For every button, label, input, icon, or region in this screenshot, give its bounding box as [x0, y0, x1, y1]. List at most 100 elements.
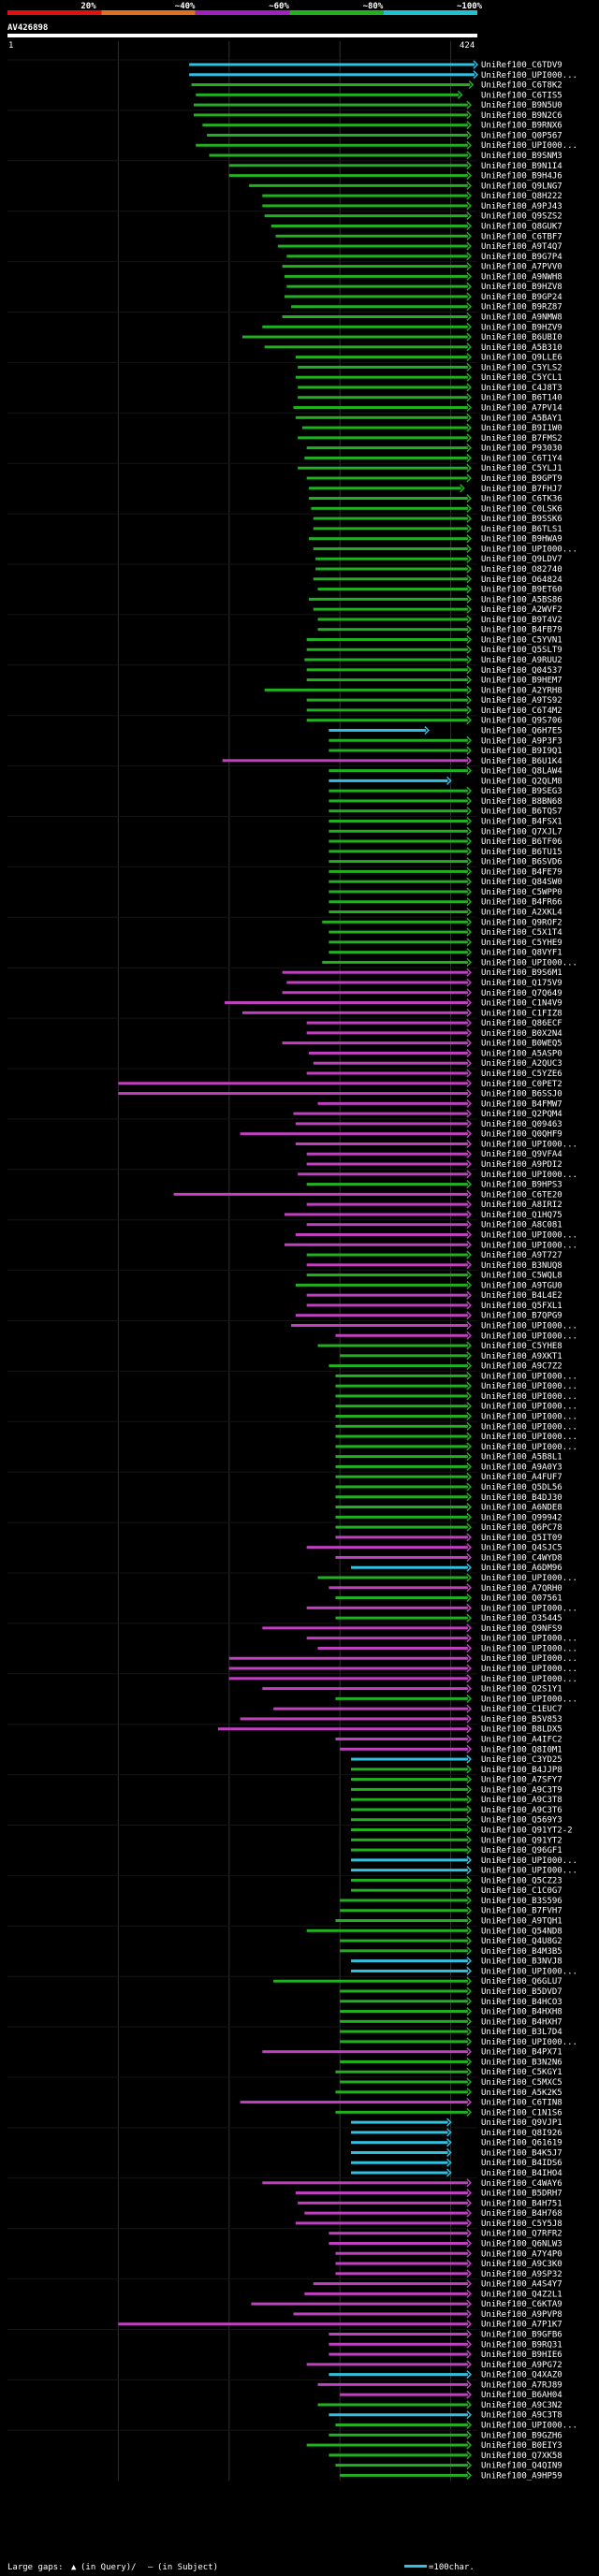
hit-bar[interactable]: [262, 194, 468, 197]
hit-bar[interactable]: [295, 2221, 468, 2225]
hit-label[interactable]: UniRef100_A9XKT1: [481, 1352, 562, 1361]
hit-bar[interactable]: [295, 1283, 468, 1287]
hit-bar[interactable]: [351, 1565, 468, 1569]
hit-label[interactable]: UniRef100_B6SVD6: [481, 858, 562, 867]
hit-label[interactable]: UniRef100_B9GZH6: [481, 2431, 562, 2440]
hit-label[interactable]: UniRef100_C5WPP0: [481, 888, 562, 897]
hit-bar[interactable]: [317, 2403, 468, 2407]
hit-label[interactable]: UniRef100_B4DJ30: [481, 1493, 562, 1503]
hit-label[interactable]: UniRef100_B9HZV9: [481, 323, 562, 332]
hit-label[interactable]: UniRef100_B6TF06: [481, 837, 562, 847]
hit-label[interactable]: UniRef100_C6KTA9: [481, 2300, 562, 2309]
hit-bar[interactable]: [304, 456, 468, 459]
hit-bar[interactable]: [273, 1707, 468, 1710]
hit-bar[interactable]: [298, 396, 468, 400]
hit-bar[interactable]: [329, 2373, 468, 2377]
hit-label[interactable]: UniRef100_A9NWH8: [481, 272, 562, 282]
hit-bar[interactable]: [264, 345, 468, 349]
hit-bar[interactable]: [262, 325, 468, 328]
hit-label[interactable]: UniRef100_Q175V9: [481, 979, 562, 988]
hit-label[interactable]: UniRef100_UPI000...: [481, 1422, 577, 1432]
hit-bar[interactable]: [262, 2050, 468, 2054]
hit-label[interactable]: UniRef100_Q9ROF2: [481, 918, 562, 927]
hit-bar[interactable]: [228, 1656, 468, 1660]
hit-bar[interactable]: [340, 1909, 468, 1913]
hit-label[interactable]: UniRef100_C6TK36: [481, 495, 562, 504]
hit-label[interactable]: UniRef100_A9C3N2: [481, 2401, 562, 2410]
hit-bar[interactable]: [249, 183, 468, 187]
hit-bar[interactable]: [306, 1263, 468, 1267]
hit-label[interactable]: UniRef100_B9GP24: [481, 293, 562, 302]
hit-label[interactable]: UniRef100_C0PET2: [481, 1080, 562, 1089]
hit-bar[interactable]: [298, 466, 468, 470]
hit-label[interactable]: UniRef100_B9I9Q1: [481, 747, 562, 756]
hit-label[interactable]: UniRef100_A9TQH1: [481, 1917, 562, 1927]
hit-label[interactable]: UniRef100_C5YLS2: [481, 363, 562, 372]
hit-bar[interactable]: [329, 779, 448, 782]
hit-bar[interactable]: [340, 2393, 468, 2396]
hit-bar[interactable]: [306, 1293, 468, 1297]
hit-label[interactable]: UniRef100_C6TE20: [481, 1190, 562, 1200]
hit-bar[interactable]: [284, 295, 468, 298]
hit-bar[interactable]: [293, 2312, 468, 2316]
hit-label[interactable]: UniRef100_C4WYD8: [481, 1553, 562, 1563]
hit-label[interactable]: UniRef100_UPI000...: [481, 1241, 577, 1250]
hit-bar[interactable]: [262, 204, 468, 208]
hit-bar[interactable]: [335, 1434, 468, 1438]
hit-label[interactable]: UniRef100_C0LSK6: [481, 504, 562, 514]
hit-label[interactable]: UniRef100_O35445: [481, 1614, 562, 1623]
hit-bar[interactable]: [228, 1677, 468, 1681]
hit-label[interactable]: UniRef100_Q91YT2: [481, 1836, 562, 1845]
hit-bar[interactable]: [329, 2232, 468, 2235]
hit-label[interactable]: UniRef100_Q0P567: [481, 131, 562, 140]
hit-label[interactable]: UniRef100_Q4U8G2: [481, 1937, 562, 1946]
hit-bar[interactable]: [351, 1838, 468, 1841]
hit-bar[interactable]: [329, 930, 468, 934]
hit-bar[interactable]: [329, 839, 468, 843]
hit-bar[interactable]: [242, 335, 468, 339]
hit-bar[interactable]: [329, 728, 426, 732]
hit-label[interactable]: UniRef100_B0WEQ5: [481, 1040, 562, 1049]
hit-bar[interactable]: [196, 143, 468, 147]
hit-bar[interactable]: [351, 1888, 468, 1892]
hit-bar[interactable]: [335, 1525, 468, 1529]
hit-bar[interactable]: [329, 749, 468, 752]
hit-bar[interactable]: [295, 2191, 468, 2195]
hit-bar[interactable]: [264, 688, 468, 691]
hit-label[interactable]: UniRef100_Q6GLU7: [481, 1977, 562, 1987]
hit-bar[interactable]: [242, 1011, 468, 1014]
hit-label[interactable]: UniRef100_C1EUC7: [481, 1705, 562, 1714]
hit-bar[interactable]: [284, 1213, 468, 1216]
hit-bar[interactable]: [335, 1384, 468, 1388]
hit-bar[interactable]: [189, 63, 475, 66]
hit-label[interactable]: UniRef100_A9C3T9: [481, 1785, 562, 1795]
hit-label[interactable]: UniRef100_B9HPS3: [481, 1181, 562, 1190]
hit-bar[interactable]: [335, 1415, 468, 1419]
hit-bar[interactable]: [335, 2070, 468, 2074]
hit-bar[interactable]: [340, 1354, 468, 1358]
hit-label[interactable]: UniRef100_Q54ND8: [481, 1927, 562, 1936]
hit-label[interactable]: UniRef100_B4HXH8: [481, 2008, 562, 2017]
hit-label[interactable]: UniRef100_B4HXH7: [481, 2017, 562, 2027]
hit-bar[interactable]: [282, 991, 468, 995]
hit-label[interactable]: UniRef100_A6DM96: [481, 1564, 562, 1573]
hit-bar[interactable]: [317, 1646, 468, 1650]
hit-bar[interactable]: [351, 1959, 468, 1963]
hit-label[interactable]: UniRef100_B6AH04: [481, 2391, 562, 2400]
hit-bar[interactable]: [295, 356, 468, 359]
hit-label[interactable]: UniRef100_A9NMW8: [481, 313, 562, 323]
hit-label[interactable]: UniRef100_B6T140: [481, 394, 562, 403]
hit-bar[interactable]: [313, 577, 468, 581]
hit-bar[interactable]: [295, 415, 468, 419]
hit-bar[interactable]: [262, 1687, 468, 1691]
hit-bar[interactable]: [207, 133, 468, 137]
hit-label[interactable]: UniRef100_C5WQL8: [481, 1272, 562, 1281]
hit-label[interactable]: UniRef100_B9S6M1: [481, 968, 562, 978]
hit-label[interactable]: UniRef100_UPI000...: [481, 1635, 577, 1644]
hit-label[interactable]: UniRef100_Q04537: [481, 666, 562, 676]
hit-bar[interactable]: [298, 436, 468, 440]
hit-bar[interactable]: [309, 487, 461, 490]
hit-bar[interactable]: [191, 83, 471, 87]
hit-bar[interactable]: [306, 1223, 468, 1227]
hit-label[interactable]: UniRef100_UPI000...: [481, 1382, 577, 1391]
